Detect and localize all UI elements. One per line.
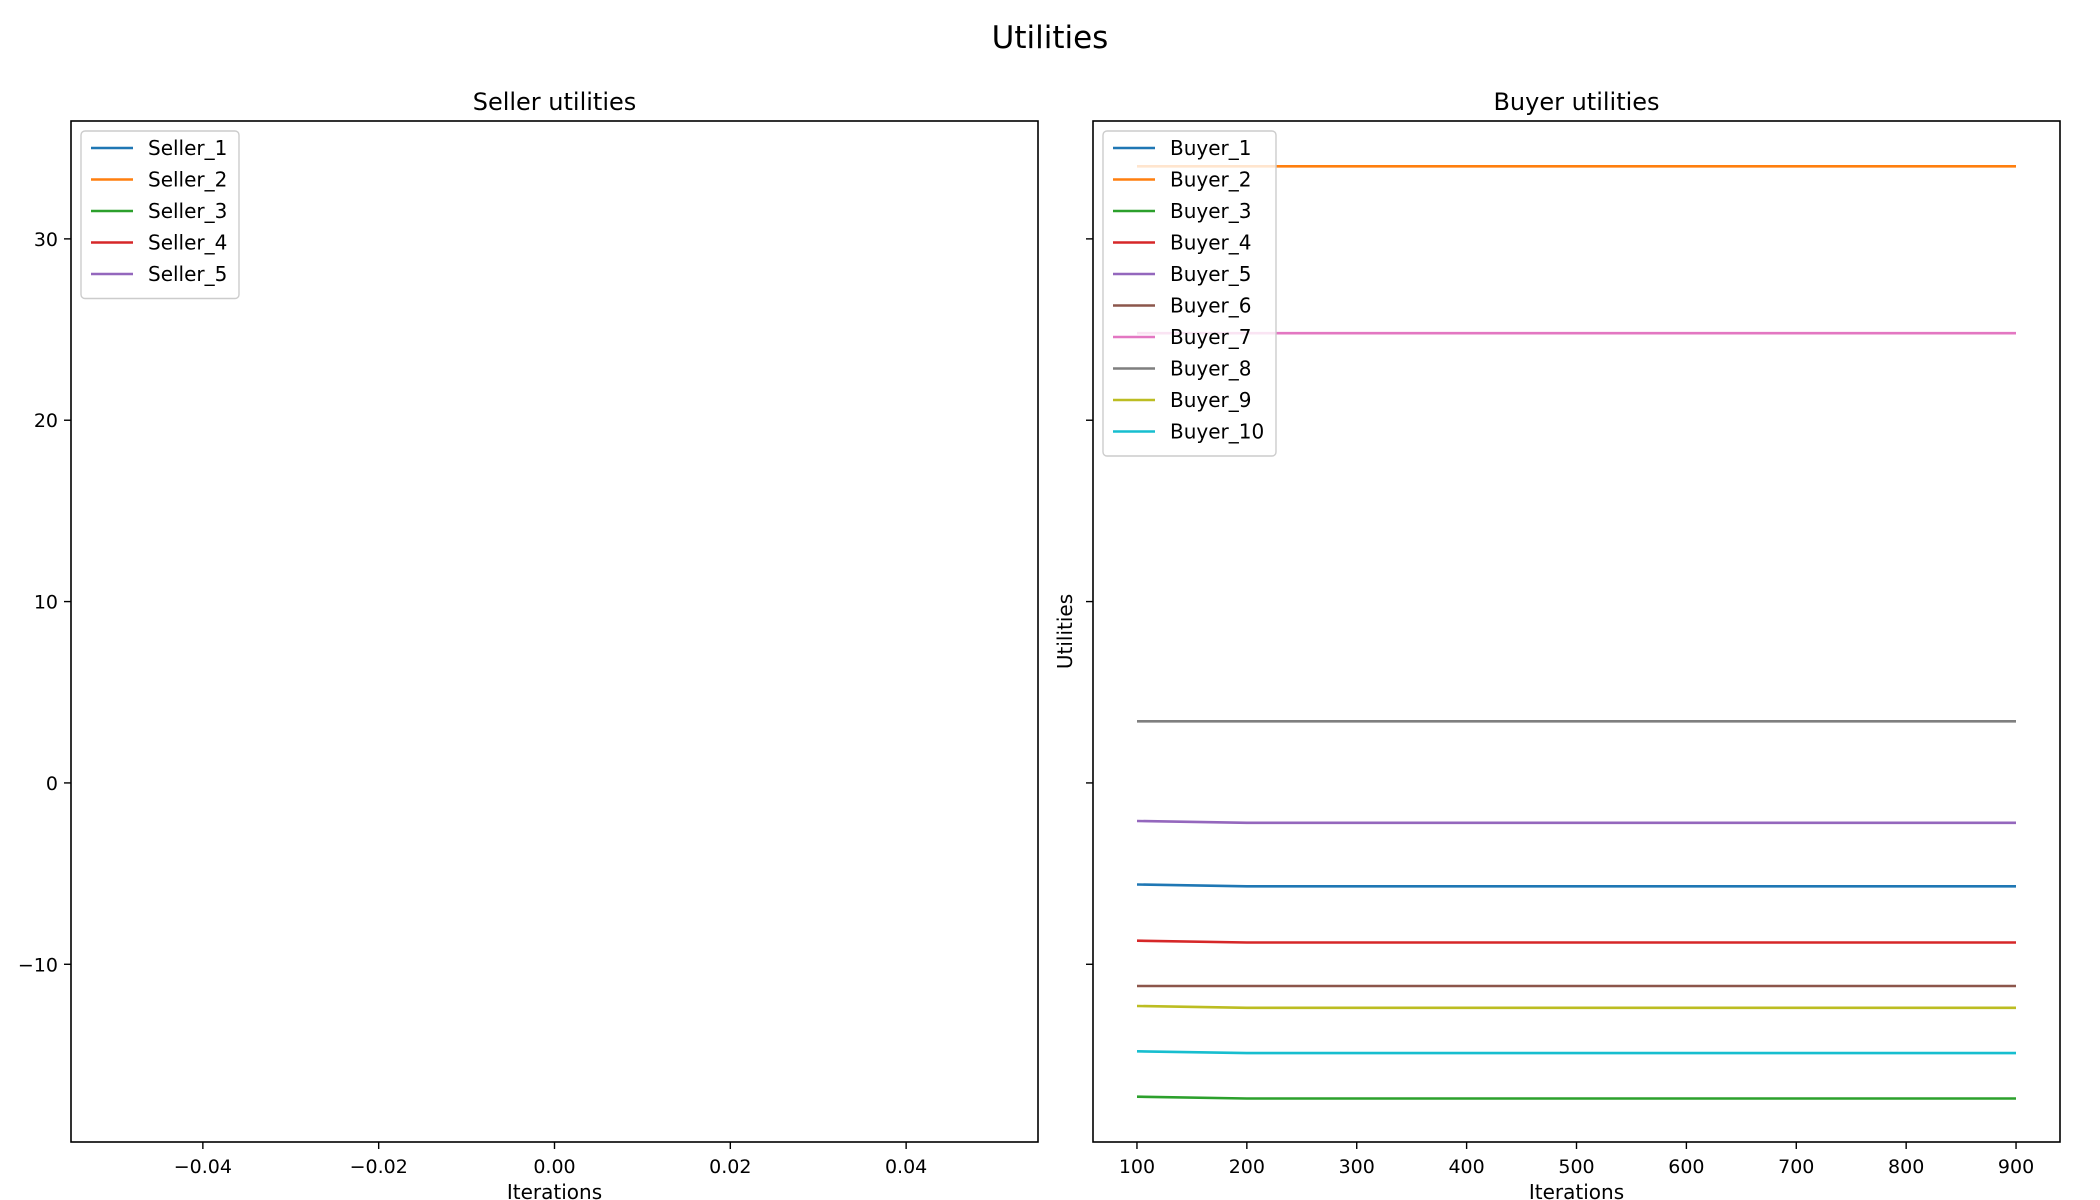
legend-label-Seller_3: Seller_3 bbox=[148, 199, 227, 223]
legend-label-Buyer_6: Buyer_6 bbox=[1170, 294, 1251, 318]
y-tick-label: 30 bbox=[34, 229, 58, 251]
legend-label-Buyer_4: Buyer_4 bbox=[1170, 231, 1251, 255]
x-tick-label: 200 bbox=[1229, 1156, 1265, 1178]
series-line-Buyer_9 bbox=[1136, 1004, 2016, 1010]
panel-1: Seller utilities −0.04 −0.02 0.00 0.02 0.04 It… bbox=[18, 88, 1039, 1200]
legend-label-Buyer_1: Buyer_1 bbox=[1170, 136, 1251, 160]
legend-label-Buyer_9: Buyer_9 bbox=[1170, 388, 1251, 412]
y-tick-label: −10 bbox=[18, 954, 58, 976]
x-axis-label: Iterations bbox=[1529, 1180, 1624, 1200]
y-axis-label: Utilities bbox=[1053, 594, 1077, 669]
series-line-Buyer_1 bbox=[1136, 883, 2016, 888]
legend-label-Buyer_7: Buyer_7 bbox=[1170, 325, 1251, 349]
legend-label-Buyer_8: Buyer_8 bbox=[1170, 357, 1251, 381]
x-tick-label: 300 bbox=[1339, 1156, 1375, 1178]
legend-label-Seller_5: Seller_5 bbox=[148, 262, 227, 286]
legend-label-Seller_2: Seller_2 bbox=[148, 168, 227, 192]
x-tick-label: 100 bbox=[1119, 1156, 1155, 1178]
x-tick-label: −0.04 bbox=[174, 1156, 232, 1178]
x-tick-label: 700 bbox=[1778, 1156, 1814, 1178]
x-tick-label: 400 bbox=[1448, 1156, 1484, 1178]
legend-label-Seller_1: Seller_1 bbox=[148, 136, 227, 160]
legend-label-Buyer_2: Buyer_2 bbox=[1170, 168, 1251, 192]
y-tick-label: 10 bbox=[34, 592, 58, 614]
legend: Buyer_1 Buyer_2 Buyer_3 Buyer_4 Buyer_5 Buyer… bbox=[1102, 130, 1277, 457]
legend-label-Buyer_10: Buyer_10 bbox=[1170, 420, 1264, 444]
y-tick-label: 0 bbox=[46, 773, 58, 795]
x-tick-label: 0.02 bbox=[709, 1156, 751, 1178]
series-line-Buyer_4 bbox=[1136, 939, 2016, 944]
panel-title: Buyer utilities bbox=[1493, 88, 1659, 116]
series-line-Buyer_3 bbox=[1136, 1095, 2016, 1100]
y-tick-label: 20 bbox=[34, 410, 58, 432]
legend-label-Buyer_5: Buyer_5 bbox=[1170, 262, 1251, 286]
x-tick-label: 600 bbox=[1668, 1156, 1704, 1178]
x-tick-label: 0.04 bbox=[885, 1156, 927, 1178]
figure-title: Utilities bbox=[992, 20, 1109, 56]
panel-2: Buyer utilities 100 200 300 400 500 600 700 800 9… bbox=[1053, 88, 2061, 1200]
series-line-Buyer_5 bbox=[1136, 819, 2016, 825]
x-tick-label: 800 bbox=[1888, 1156, 1924, 1178]
panel-title: Seller utilities bbox=[473, 88, 637, 116]
legend-label-Buyer_3: Buyer_3 bbox=[1170, 199, 1251, 223]
legend-box bbox=[80, 130, 240, 300]
series-line-Buyer_10 bbox=[1136, 1050, 2016, 1055]
x-tick-label: 900 bbox=[1998, 1156, 2034, 1178]
legend: Seller_1 Seller_2 Seller_3 Seller_4 Seller_5 bbox=[80, 130, 240, 300]
x-tick-label: 0.00 bbox=[533, 1156, 575, 1178]
x-tick-label: −0.02 bbox=[350, 1156, 408, 1178]
legend-label-Seller_4: Seller_4 bbox=[148, 231, 227, 255]
x-tick-label: 500 bbox=[1558, 1156, 1594, 1178]
x-axis-label: Iterations bbox=[507, 1180, 602, 1200]
